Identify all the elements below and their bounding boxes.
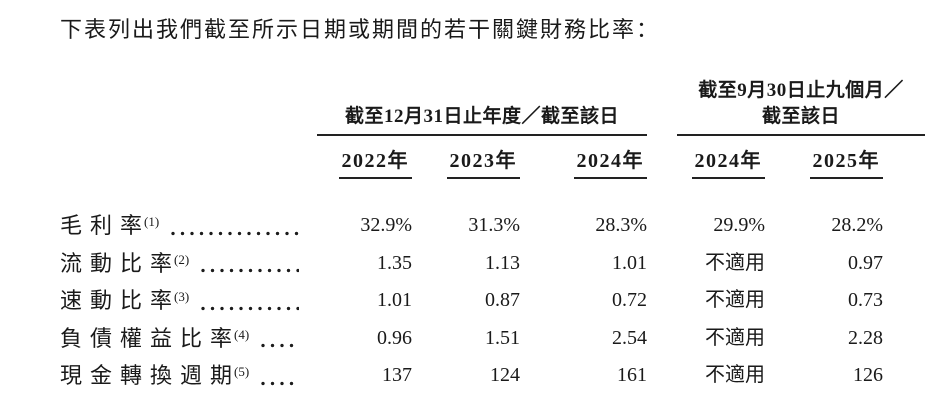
column-group-header-row: 截至12月31日止年度／截至該日 截至9月30日止九個月／ 截至該日 [60,74,926,136]
footnote-marker: (3) [174,289,190,305]
row-value: 0.73 [848,289,883,312]
row-label-cell: 流動比率(2) [60,245,305,283]
row-label: 現金轉換週期(5) [60,363,250,389]
row-value: 161 [617,364,647,387]
year-header-2024: 2024年 [520,149,647,180]
row-label: 流動比率(2) [60,250,190,276]
footnote-marker: (4) [234,326,250,342]
dotted-leader [171,230,299,236]
table-row-cash-conversion-cycle: 現金轉換週期(5) 137 124 161 不適用 126 [60,357,926,395]
row-trail [883,282,925,320]
row-label-cell: 負債權益比率(4) [60,320,305,358]
row-label-cell: 毛利率(1) [60,207,305,245]
row-value: 不適用 [705,289,765,312]
year-header-label: 2024年 [573,149,647,179]
row-value: 0.72 [612,289,647,312]
year-header-label: 2023年 [446,149,520,179]
row-value: 32.9% [360,214,412,236]
row-label: 速動比率(3) [60,288,190,314]
row-value: 137 [382,364,412,387]
row-value: 2.54 [612,326,647,349]
row-value: 29.9% [713,214,765,236]
year-header-row: 2022年 2023年 2024年 2024年 2025年 [60,136,926,180]
group-header-gap [647,74,677,136]
footnote-marker: (5) [234,364,250,380]
dotted-leader [261,343,299,349]
row-value: 124 [490,364,520,387]
row-label: 毛利率(1) [60,213,160,238]
dotted-leader [201,305,299,311]
group-header-annual-label: 截至12月31日止年度／截至該日 [344,106,619,127]
group-header-interim-line1: 截至9月30日止九個月／ [698,80,904,101]
table-row-current-ratio: 流動比率(2) 1.35 1.13 1.01 不適用 0.97 [60,245,926,283]
row-value: 31.3% [468,214,520,236]
year-header-2023: 2023年 [412,149,520,180]
year-header-2025-interim: 2025年 [765,149,883,180]
group-header-interim-line2: 截至該日 [761,106,840,127]
row-value: 不適用 [705,326,765,349]
row-trail [883,320,925,358]
row-label: 負債權益比率(4) [60,325,250,351]
table-row-gross-margin: 毛利率(1) 32.9% 31.3% 28.3% 29.9% 28.2% [60,207,926,245]
year-header-2022: 2022年 [305,149,412,180]
row-value: 1.01 [612,251,647,274]
row-value: 0.96 [377,326,412,349]
page-title: 下表列出我們截至所示日期或期間的若干關鍵財務比率： [60,17,661,42]
row-value: 0.97 [848,251,883,274]
row-label-cell: 速動比率(3) [60,282,305,320]
row-value: 28.3% [595,214,647,236]
row-trail [883,207,925,245]
group-header-annual: 截至12月31日止年度／截至該日 [317,74,647,136]
row-trail [883,357,925,395]
row-value: 不適用 [705,364,765,387]
table-row-debt-equity-ratio: 負債權益比率(4) 0.96 1.51 2.54 不適用 2.28 [60,320,926,358]
row-value: 2.28 [848,326,883,349]
group-header-spacer [60,74,317,136]
row-label-cell: 現金轉換週期(5) [60,357,305,395]
footnote-marker: (1) [144,214,160,229]
row-value: 0.87 [485,289,520,312]
footnote-marker: (2) [174,251,190,267]
row-value: 1.51 [485,326,520,349]
row-value: 126 [853,364,883,387]
row-value: 28.2% [831,214,883,236]
row-value: 1.35 [377,251,412,274]
group-header-interim: 截至9月30日止九個月／ 截至該日 [677,74,925,136]
year-header-label: 2025年 [809,149,883,179]
year-header-label: 2022年 [338,149,412,179]
row-value: 1.13 [485,251,520,274]
table-body: 毛利率(1) 32.9% 31.3% 28.3% 29.9% 28.2% 流動比… [60,207,926,395]
row-value: 1.01 [377,289,412,312]
year-header-label: 2024年 [691,149,765,179]
row-trail [883,245,925,283]
dotted-leader [261,380,299,386]
row-value: 不適用 [705,251,765,274]
dotted-leader [201,268,299,274]
financial-ratios-table: 截至12月31日止年度／截至該日 截至9月30日止九個月／ 截至該日 2022年… [60,74,926,395]
year-header-2024-interim: 2024年 [647,149,765,180]
table-row-quick-ratio: 速動比率(3) 1.01 0.87 0.72 不適用 0.73 [60,282,926,320]
